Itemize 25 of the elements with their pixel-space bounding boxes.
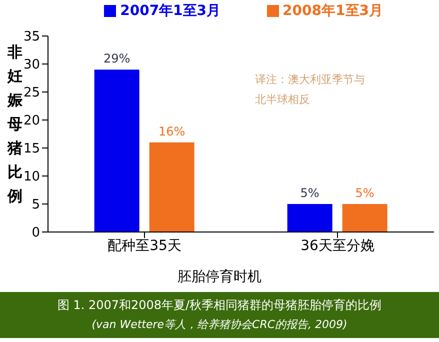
legend-label: 2007年1至3月	[120, 3, 221, 19]
x-axis-title: 胚胎停育时机	[176, 268, 262, 286]
caption: 图 1. 2007和2008年夏/秋季相同猪群的母猪胚胎停育的比例	[56, 297, 383, 314]
y-tick-label: 30	[23, 58, 40, 73]
y-tick-label: 20	[23, 114, 40, 129]
y-tick-label: 0	[32, 226, 40, 241]
legend-label: 2008年1至3月	[282, 3, 383, 19]
data-label: 5%	[300, 186, 320, 200]
y-tick-label: 10	[23, 170, 40, 185]
annotation: 译注：澳大利亚季节与北半球相反	[255, 72, 366, 108]
x-tick-label: 36天至分娩	[300, 238, 374, 254]
y-tick-label: 15	[23, 142, 40, 157]
y-tick-label: 25	[23, 86, 40, 101]
y-tick-label: 35	[23, 30, 40, 45]
data-label: 5%	[355, 186, 374, 200]
y-tick-label: 5	[32, 198, 40, 213]
y-axis-title: 非妊娠母猪比例	[6, 42, 24, 207]
bar	[149, 142, 194, 232]
bar	[94, 70, 140, 232]
text: (van Wettere等人，给养猪协会CRC的报告, 2009)	[90, 317, 348, 333]
bar	[342, 204, 388, 232]
data-label: 29%	[103, 52, 130, 66]
data-label: 16%	[158, 124, 186, 138]
x-tick-label: 配种至35天	[108, 238, 182, 254]
bar	[287, 204, 332, 232]
